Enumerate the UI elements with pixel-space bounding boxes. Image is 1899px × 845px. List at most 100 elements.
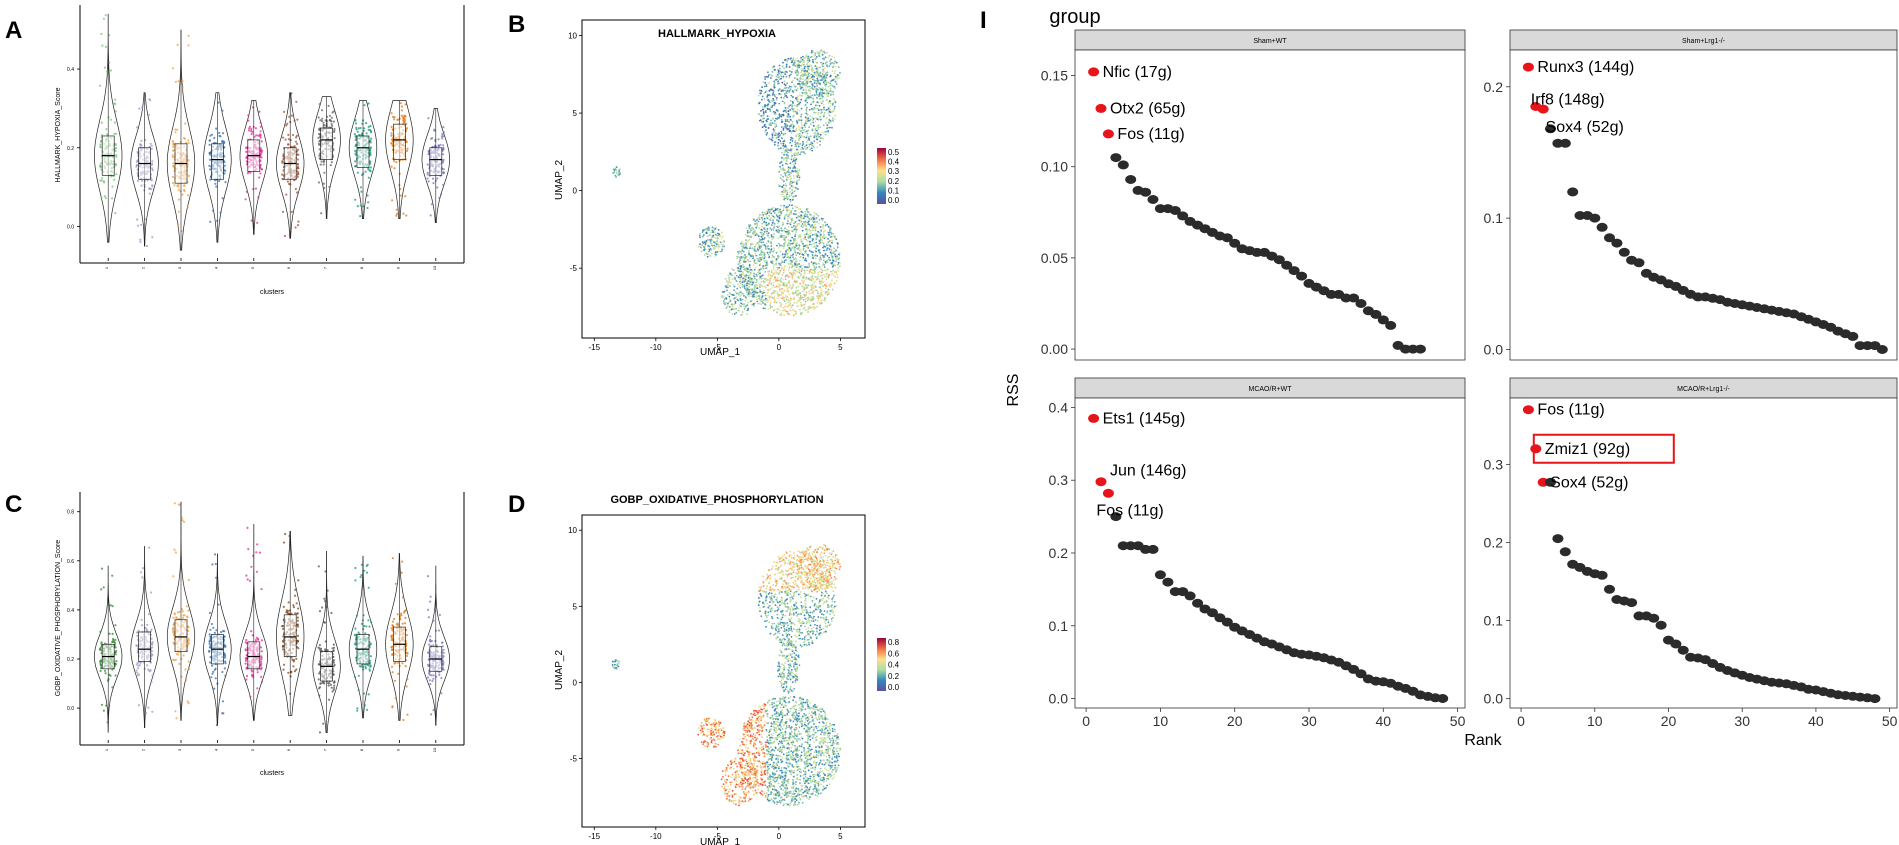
xtick-label: 20 (1227, 713, 1243, 729)
xtick-label: 6 (286, 266, 291, 269)
regulon-point (1184, 591, 1196, 601)
regulon-point (1229, 238, 1241, 248)
box (429, 147, 443, 176)
xlabel-a: clusters (260, 289, 285, 296)
box (283, 614, 297, 657)
xtick-label: 0 (1082, 713, 1090, 729)
facet-panel (1074, 49, 1466, 361)
top-regulon-point (1095, 477, 1107, 487)
box (138, 631, 151, 662)
regulon-label: Fos (11g) (1537, 402, 1604, 419)
facet-4: MCAO/R+Lrg1-/- 0.0 0.1 0.2 0.3 0 10 20 30 40 50 Fos… (1484, 377, 1898, 729)
xtick-label: 2 (141, 266, 146, 269)
ytick-label: 0.3 (1049, 472, 1069, 488)
ylabel-i: RSS (1005, 374, 1022, 407)
regulon-point (1177, 211, 1189, 221)
regulon-point (1414, 344, 1426, 354)
regulon-point (1596, 570, 1608, 580)
ytick-label: 0 (573, 187, 578, 196)
xtick-label: 10 (432, 747, 437, 752)
xtick-label: 0 (777, 343, 782, 352)
regulon-point (1147, 544, 1159, 554)
xtick-label: 5 (250, 748, 255, 751)
xtick-label: 5 (250, 266, 255, 269)
umap-points-b (611, 49, 841, 317)
title-b: HALLMARK_HYPOXIA (658, 28, 776, 40)
violin-shape (421, 108, 450, 223)
regulon-point (1162, 577, 1174, 587)
umap-points-d (611, 544, 842, 807)
xtick-label: 5 (838, 832, 843, 841)
regulon-point (1296, 271, 1308, 281)
top-regulon-point (1530, 444, 1542, 454)
regulon-point (1273, 255, 1285, 265)
box (174, 619, 188, 652)
ytick-label: -5 (570, 755, 578, 764)
xtick-label: 40 (1375, 713, 1391, 729)
umap-chart-d: GOBP_OXIDATIVE_PHOSPHORYLATION UMAP_1 UM… (554, 494, 900, 845)
xtick-label: 7 (323, 748, 328, 751)
regulon-point (1552, 534, 1564, 544)
panel-letter-c: C (5, 491, 22, 518)
legend-tick-label: 0.1 (888, 186, 900, 195)
facet-panel (1509, 49, 1898, 361)
regulon-point (1140, 187, 1152, 197)
top-regulon-point (1102, 488, 1114, 498)
facet-title: MCAO/R+WT (1249, 386, 1293, 393)
box (393, 123, 406, 160)
panel-letter-b: B (508, 11, 525, 38)
box (320, 127, 333, 160)
violin-shape (385, 100, 414, 219)
regulon-point (1559, 138, 1571, 148)
xtick-label: 30 (1301, 713, 1317, 729)
regulon-point (1169, 206, 1181, 215)
regulon-point (1385, 320, 1397, 330)
regulon-label: Nfic (17g) (1103, 64, 1172, 81)
regulon-point (1869, 694, 1881, 704)
ytick-label: 0.2 (1484, 534, 1504, 550)
regulon-label: Irf8 (148g) (1531, 91, 1605, 108)
violin-shape (239, 100, 268, 235)
ytick-label: 0 (573, 678, 578, 687)
panel-letter-d: D (508, 491, 525, 518)
colorbar-d (877, 638, 886, 691)
ytick-label: 0.10 (1041, 159, 1068, 175)
legend-tick-label: 0.2 (888, 177, 900, 186)
legend-tick-label: 0.3 (888, 167, 900, 176)
xtick-label: 8 (359, 266, 364, 269)
xtick-label: 4 (213, 748, 218, 751)
regulon-point (1154, 570, 1166, 580)
ytick-label: 0.00 (1041, 341, 1068, 357)
regulon-point (1670, 639, 1682, 649)
regulon-label: Ets1 (145g) (1103, 410, 1186, 427)
regulon-label: Otx2 (65g) (1110, 100, 1186, 117)
top-regulon-point (1088, 67, 1100, 77)
regulon-point (1377, 315, 1389, 325)
violin-chart-a: HALLMARK_HYPOXIA_Score clusters 0.0 0.2 0.… (55, 5, 465, 296)
violin-shape (312, 96, 341, 219)
regulon-point (1221, 617, 1233, 627)
ytick-label: 0.1 (1484, 613, 1504, 629)
ytick-label: 0.4 (67, 608, 74, 614)
ylabel-d: UMAP_2 (554, 650, 565, 690)
regulon-label: Runx3 (144g) (1537, 59, 1634, 76)
regulon-label: Fos (11g) (1096, 502, 1163, 519)
violin-shape (94, 565, 123, 733)
regulon-point (1545, 477, 1556, 487)
facet-1: Sham+WT 0.00 0.05 0.10 0.15 Nfic (17g) Otx2 (6… (1041, 29, 1466, 361)
regulon-point (1567, 187, 1579, 197)
xtick-label: 8 (359, 748, 364, 751)
panel-letter-a: A (5, 17, 22, 44)
legend-tick-label: 0.4 (888, 158, 900, 167)
panel-letter-i: I (980, 7, 987, 34)
regulon-point (1288, 266, 1300, 276)
xtick-label: -10 (650, 832, 662, 841)
xtick-label: 30 (1734, 713, 1750, 729)
violin-shape (130, 92, 159, 247)
regulon-point (1604, 584, 1615, 594)
xtick-label: 2 (141, 748, 146, 751)
xlabel-d: UMAP_1 (700, 837, 740, 845)
xtick-label: 10 (1587, 713, 1603, 729)
regulon-point (1596, 222, 1608, 232)
legend-tick-label: 0.5 (888, 148, 900, 157)
